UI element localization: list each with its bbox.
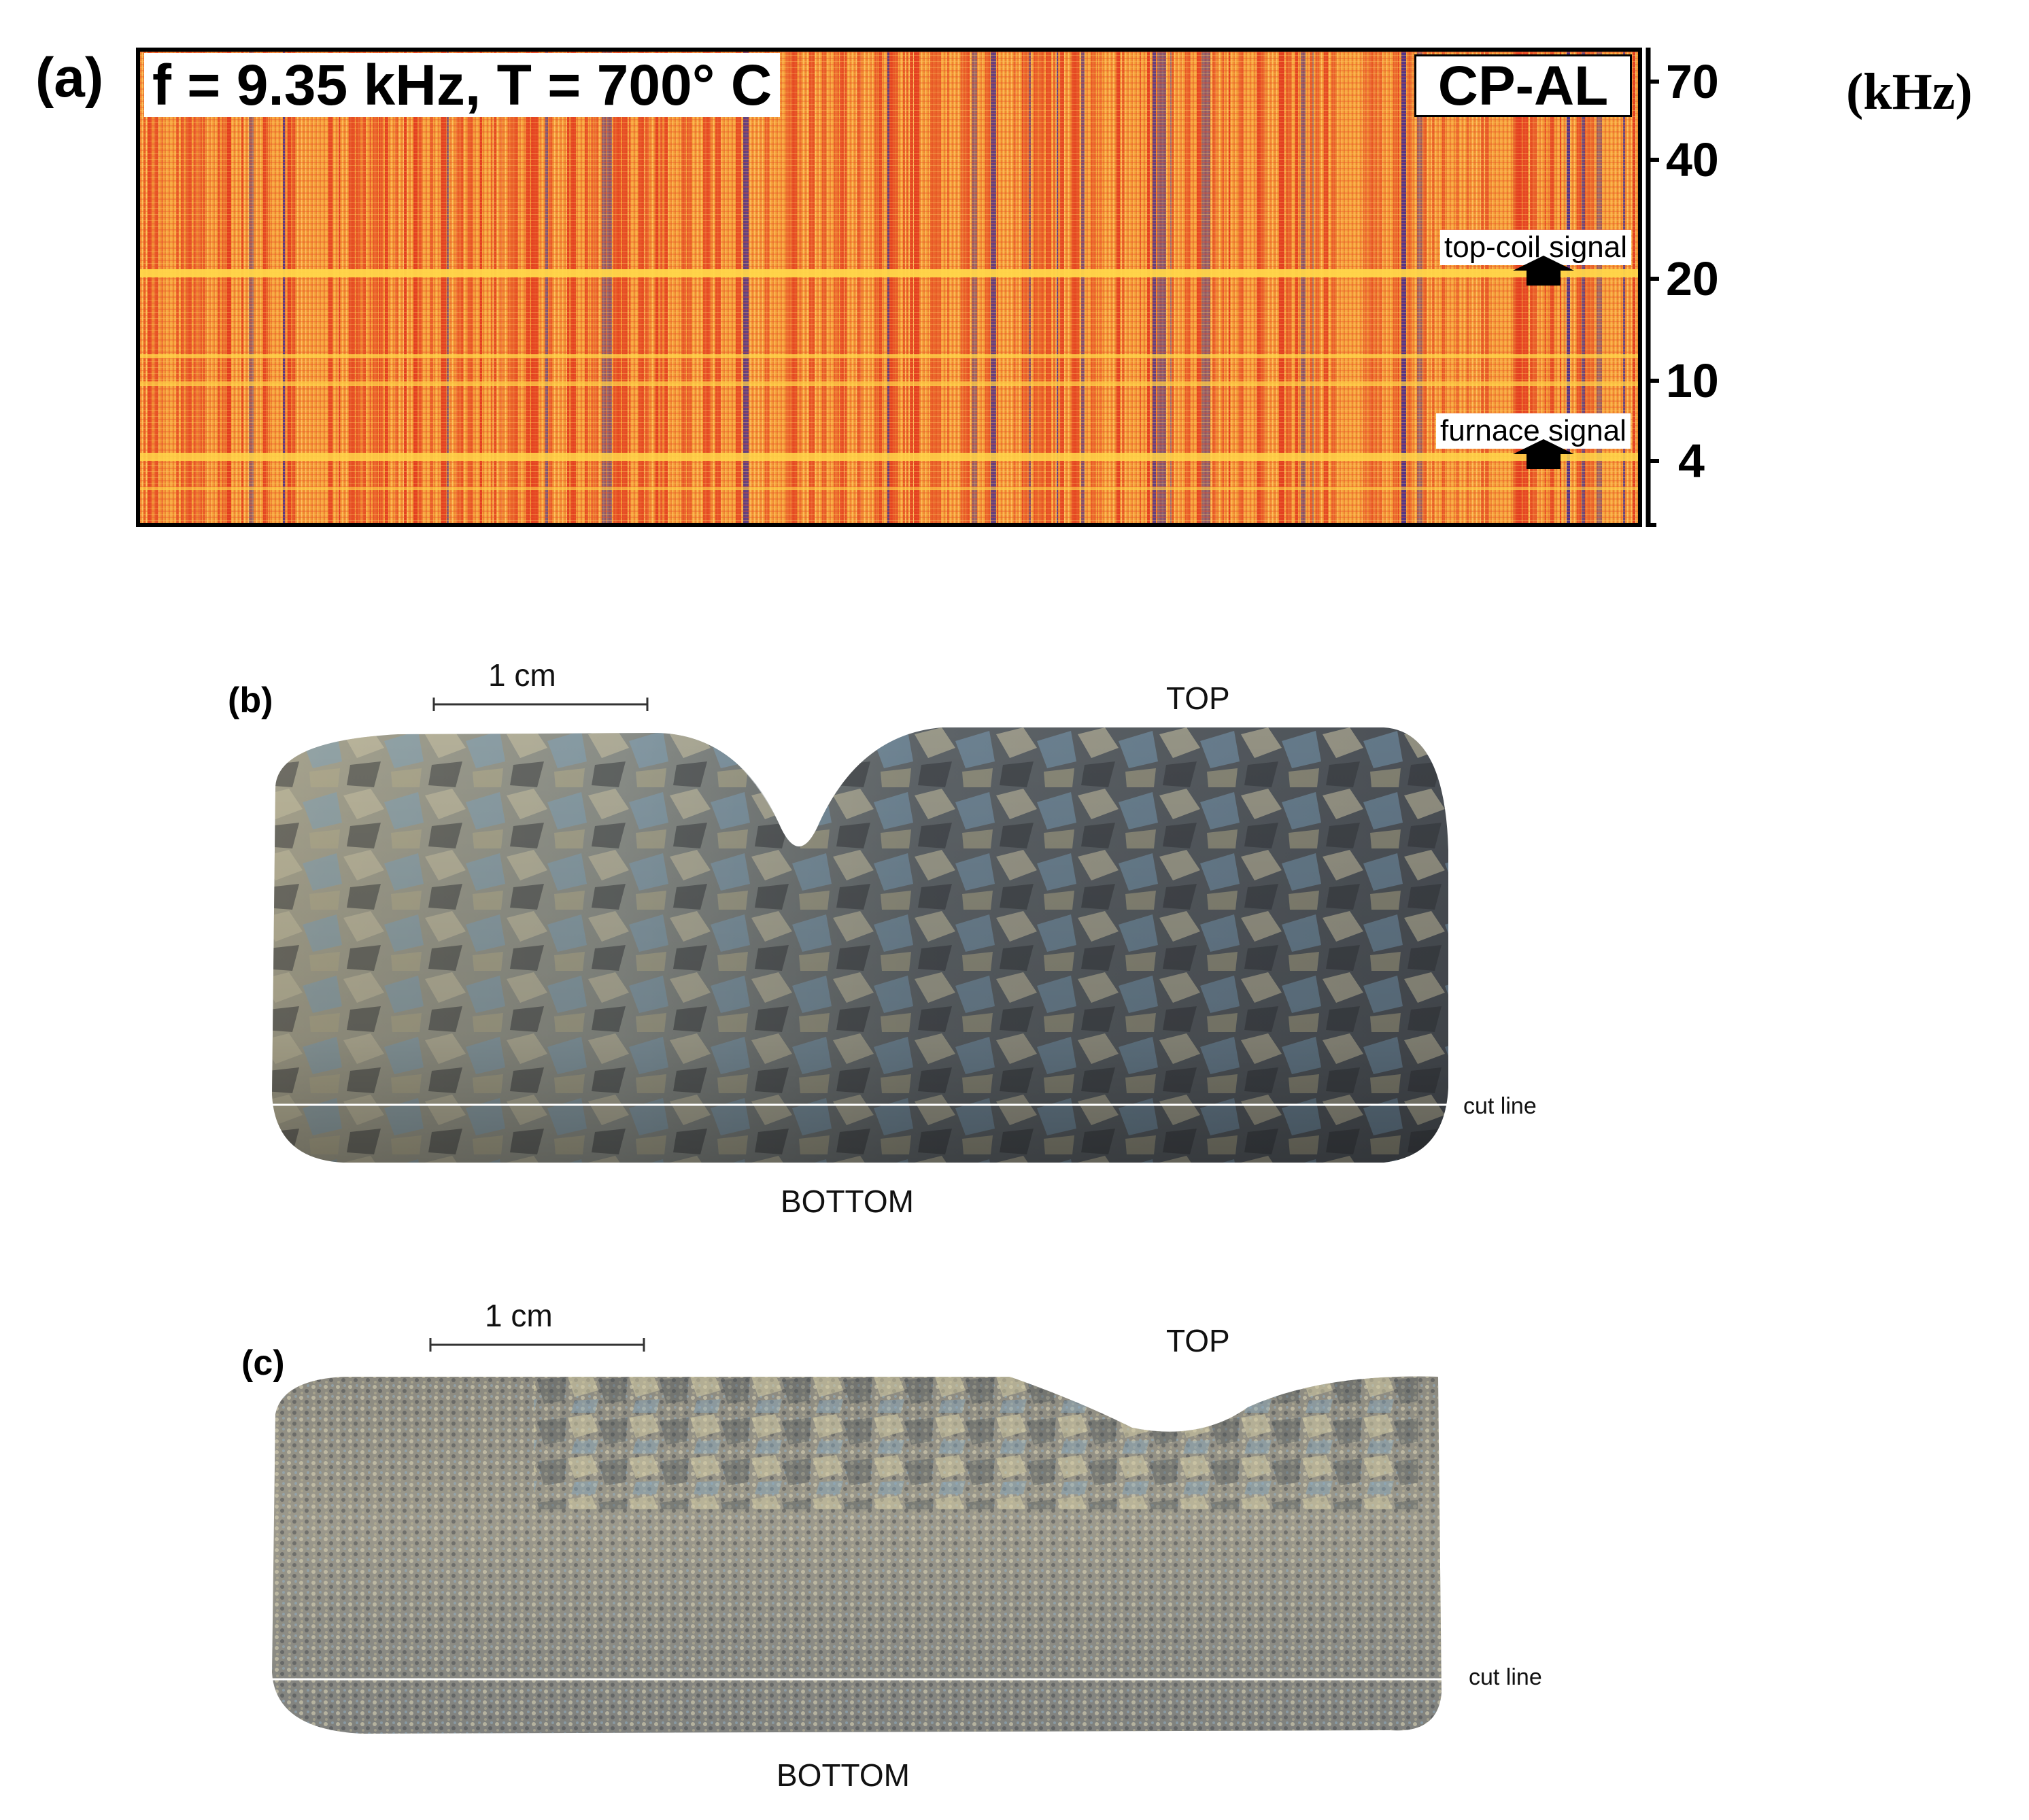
spectrogram-image	[140, 52, 1638, 523]
panel-b-cut-line-label: cut line	[1463, 1093, 1537, 1119]
panel-a-label: (a)	[35, 47, 104, 109]
panel-b-specimen-photo	[262, 727, 1459, 1163]
panel-c-bottom-label: BOTTOM	[777, 1757, 910, 1793]
frequency-axis: 70 40 20 10 4	[1646, 48, 1719, 527]
panel-b-top-label: TOP	[1166, 681, 1230, 716]
furnace-signal-label: furnace signal	[1436, 413, 1631, 449]
frequency-unit-label: (kHz)	[1846, 63, 1973, 120]
spectrogram-title: f = 9.35 kHz, T = 700° C	[144, 53, 781, 117]
panel-b-label: (b)	[228, 681, 273, 720]
tick-label-10: 10	[1666, 354, 1719, 407]
panel-c-specimen-photo	[262, 1376, 1459, 1734]
tick-label-20: 20	[1666, 252, 1719, 305]
panel-c-label: (c)	[241, 1343, 285, 1383]
spectrogram	[136, 48, 1642, 527]
panel-c-cut-line-label: cut line	[1469, 1664, 1542, 1690]
top-coil-signal-label: top-coil signal	[1440, 230, 1632, 265]
panel-b-scale-label: 1 cm	[488, 657, 556, 693]
panel-c-scale-label: 1 cm	[485, 1298, 553, 1333]
panel-b-scalebar	[432, 698, 649, 711]
panel-b-bottom-label: BOTTOM	[781, 1184, 914, 1219]
tick-label-40: 40	[1666, 133, 1719, 186]
top-coil-arrow-icon	[1513, 256, 1574, 286]
furnace-arrow-icon	[1513, 439, 1574, 469]
panel-c-top-label: TOP	[1166, 1323, 1230, 1358]
tick-label-4: 4	[1678, 434, 1705, 487]
tick-label-70: 70	[1666, 55, 1719, 108]
panel-c-scalebar	[429, 1338, 645, 1352]
sample-tag: CP-AL	[1414, 54, 1632, 117]
